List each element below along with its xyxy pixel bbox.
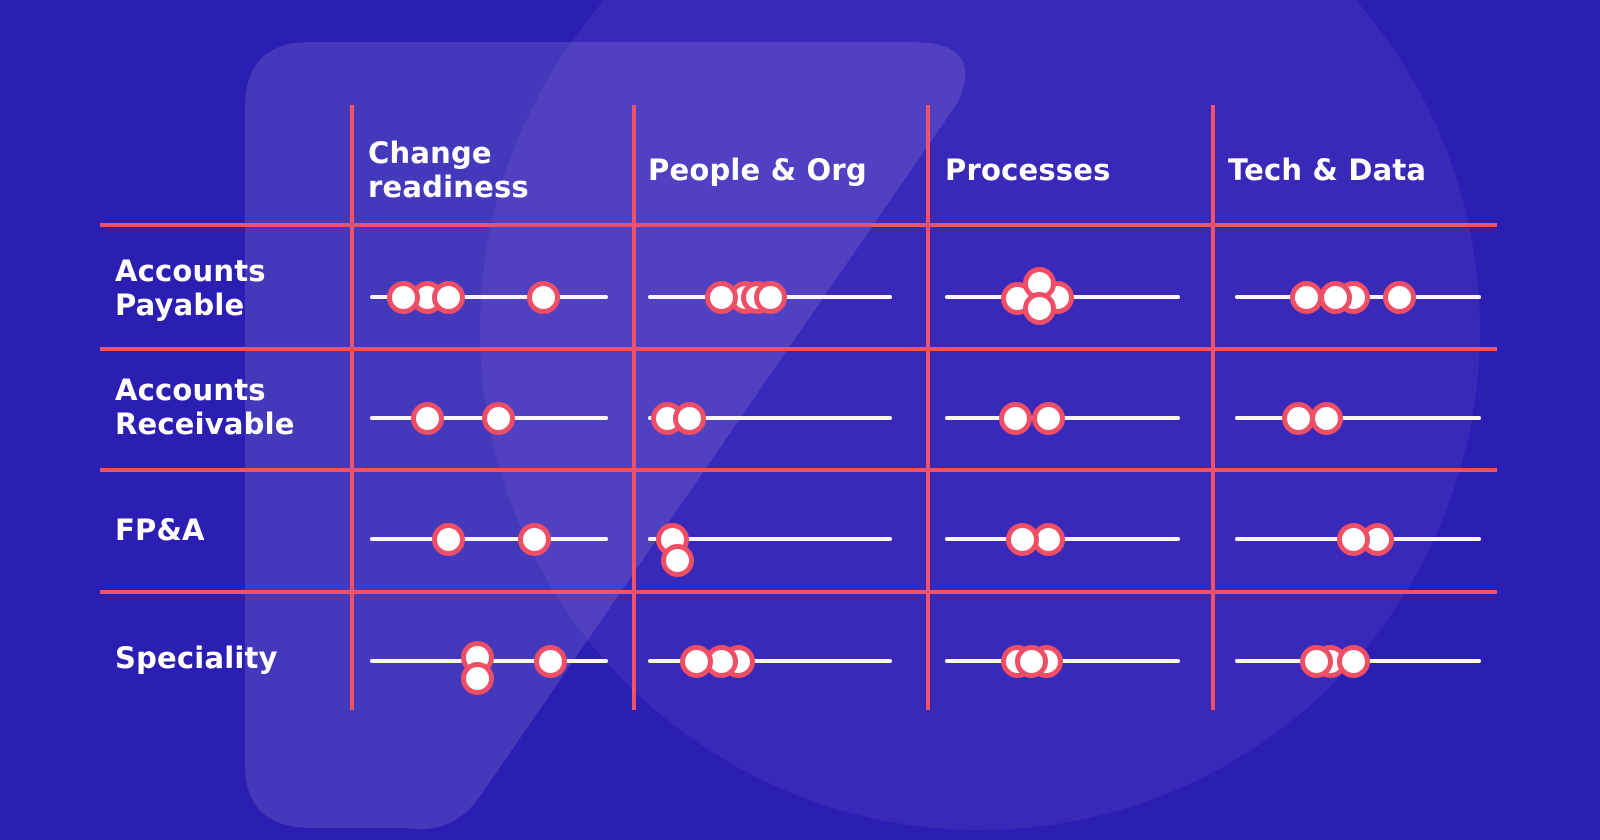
grid-line-vertical-3 [926, 105, 930, 710]
background-blob-rect [245, 42, 966, 830]
data-dot [1015, 644, 1049, 678]
grid-line-horizontal-4 [100, 590, 1497, 594]
data-dot [1006, 522, 1040, 556]
row-label-accounts-payable: Accounts Payable [115, 254, 266, 322]
data-dot [527, 280, 561, 314]
data-dot [753, 280, 787, 314]
data-dot [999, 401, 1032, 435]
grid-line-vertical-2 [632, 105, 636, 710]
data-dot [1336, 644, 1370, 678]
data-dot [1336, 522, 1370, 556]
data-dot [386, 280, 420, 314]
data-dot [672, 401, 706, 435]
data-dot [1319, 280, 1353, 314]
cell-axis-line [370, 295, 608, 299]
cell-axis-line [1235, 416, 1481, 420]
data-dot [704, 280, 738, 314]
data-dot [1282, 401, 1316, 435]
grid-line-horizontal-3 [100, 468, 1497, 472]
column-header-processes: Processes [945, 153, 1111, 187]
row-label-speciality: Speciality [115, 641, 278, 675]
data-dot [1383, 280, 1417, 314]
data-dot [1299, 644, 1333, 678]
grid-line-vertical-4 [1211, 105, 1215, 710]
column-header-tech-data: Tech & Data [1228, 153, 1427, 187]
row-label-fpa: FP&A [115, 513, 205, 547]
data-dot [680, 644, 714, 678]
data-dot [534, 644, 568, 678]
data-dot [482, 401, 516, 435]
data-dot [517, 522, 551, 556]
data-dot [1289, 280, 1323, 314]
data-dot [432, 522, 466, 556]
data-dot [410, 401, 444, 435]
cell-axis-line [648, 537, 892, 541]
cell-axis-line [648, 416, 892, 420]
column-header-change-readiness: Change readiness [368, 136, 529, 204]
column-header-people-org: People & Org [648, 153, 867, 187]
grid-line-horizontal-1 [100, 223, 1497, 227]
data-dot [460, 661, 494, 695]
background-blob-circle [480, 0, 1480, 830]
grid-line-horizontal-2 [100, 347, 1497, 351]
cell-axis-line [648, 659, 892, 663]
data-dot [1022, 291, 1056, 325]
cell-axis-line [370, 537, 608, 541]
data-dot [660, 543, 694, 577]
data-dot [432, 280, 466, 314]
data-dot [1309, 401, 1343, 435]
grid-line-vertical-1 [350, 105, 354, 710]
row-label-accounts-receivable: Accounts Receivable [115, 373, 295, 441]
data-dot [1031, 401, 1065, 435]
